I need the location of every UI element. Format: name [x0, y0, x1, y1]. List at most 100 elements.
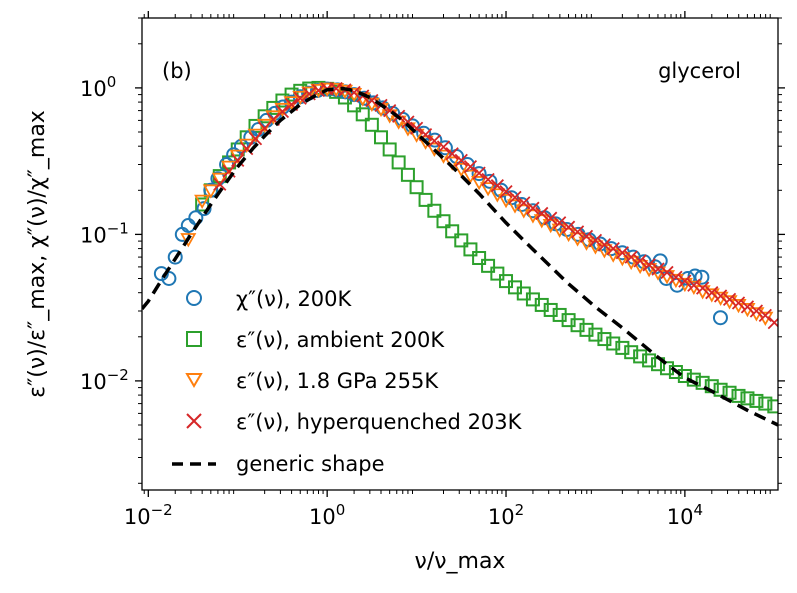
- hyperquenched-203k-point: [588, 233, 603, 248]
- hyperquenched-203k-point: [705, 286, 719, 300]
- chi-200k-point: [427, 132, 443, 148]
- y-tick-label: 10−2: [80, 366, 129, 394]
- ambient-200k-point: [624, 345, 639, 360]
- hyperquenched-203k-point: [561, 220, 576, 234]
- legend-label-pressure: ε″(ν), 1.8 GPa 255K: [236, 369, 439, 393]
- series-layer: [142, 80, 778, 427]
- legend-marker-hyperquenched: [186, 413, 202, 429]
- hyperquenched-203k-point: [454, 153, 468, 168]
- hyperquenched-203k-point: [436, 140, 451, 154]
- hyperquenched-203k-point: [499, 184, 513, 199]
- ambient-200k-point: [481, 258, 496, 273]
- hyperquenched-203k-point: [481, 172, 495, 187]
- pressure-255k-point: [180, 233, 197, 248]
- hyperquenched-203k-point: [606, 241, 620, 256]
- hyperquenched-203k-point: [490, 179, 504, 193]
- ambient-200k-point: [436, 214, 451, 229]
- hyperquenched-203k-point: [687, 278, 701, 292]
- generic-shape-line: [142, 86, 778, 427]
- ambient-200k-point: [463, 242, 478, 257]
- pressure-255k-point: [453, 162, 470, 178]
- legend-label-hyperquenched: ε″(ν), hyperquenched 203K: [236, 410, 523, 434]
- hyperquenched-203k-point: [293, 91, 307, 105]
- ambient-200k-point: [364, 117, 379, 132]
- hyperquenched-203k-point: [740, 300, 755, 314]
- hyperquenched-203k-point: [553, 216, 567, 230]
- corner-label: glycerol: [658, 59, 741, 83]
- hyperquenched-203k-point: [213, 177, 227, 191]
- legend-label-chi: χ″(ν), 200K: [236, 287, 353, 311]
- plot-frame: [141, 17, 779, 491]
- hyperquenched-203k-point: [597, 238, 612, 252]
- hyperquenched-203k-point: [633, 254, 647, 268]
- x-tick-label: 10−2: [124, 501, 173, 529]
- pressure-255k-point: [292, 90, 309, 106]
- ambient-200k-point: [713, 382, 728, 397]
- hyperquenched-203k-point: [642, 258, 656, 272]
- hyperquenched-203k-point: [517, 196, 531, 210]
- ambient-200k-point: [445, 224, 460, 239]
- ambient-200k-point: [579, 322, 594, 337]
- hyperquenched-203k-point: [535, 206, 549, 221]
- ambient-200k-point: [409, 180, 424, 195]
- hyperquenched-203k-point: [749, 304, 764, 318]
- pressure-255k-point: [202, 184, 219, 199]
- ambient-200k-point: [490, 266, 505, 281]
- ambient-200k-point: [337, 90, 352, 105]
- hyperquenched-203k-point: [275, 104, 290, 119]
- hyperquenched-203k-point: [660, 265, 674, 280]
- hyperquenched-203k-point: [651, 262, 665, 276]
- pressure-255k-point: [211, 172, 228, 188]
- ambient-200k-point: [677, 369, 692, 384]
- ambient-200k-point: [740, 391, 755, 406]
- ambient-200k-point: [543, 302, 558, 317]
- pressure-255k-point: [194, 194, 211, 209]
- hyperquenched-203k-point: [624, 250, 638, 264]
- series-clip-group: [142, 80, 778, 427]
- ambient-200k-point: [597, 332, 612, 347]
- ambient-200k-point: [668, 365, 683, 380]
- ambient-200k-point: [454, 233, 469, 248]
- ambient-200k-point: [588, 327, 603, 342]
- hyperquenched-203k-point: [463, 160, 478, 174]
- chi-200k-point: [694, 269, 710, 285]
- ambient-200k-point: [731, 388, 746, 403]
- y-tick-label: 100: [80, 73, 116, 101]
- hyperquenched-203k-point: [472, 166, 486, 180]
- x-axis-label: ν/ν_max: [415, 549, 506, 574]
- chi-200k-point: [167, 249, 183, 265]
- ambient-200k-point: [427, 203, 442, 218]
- ambient-200k-point: [633, 349, 648, 364]
- panel-label: (b): [162, 59, 192, 83]
- hyperquenched-203k-point: [427, 134, 441, 148]
- hyperquenched-203k-point: [508, 190, 522, 204]
- hyperquenched-203k-point: [758, 308, 772, 323]
- ambient-200k-point: [642, 353, 657, 368]
- hyperquenched-203k-point: [678, 274, 692, 288]
- chi-200k-point: [712, 310, 728, 326]
- hyperquenched-203k-point: [409, 121, 424, 135]
- hyperquenched-203k-point: [579, 229, 594, 243]
- ambient-200k-point: [382, 142, 397, 157]
- hyperquenched-203k-point: [731, 296, 746, 310]
- hyperquenched-203k-point: [544, 211, 558, 225]
- legend-label-generic: generic shape: [236, 452, 385, 476]
- ambient-200k-point: [391, 155, 406, 170]
- legend-marker-pressure: [185, 373, 203, 388]
- chi-200k-point: [161, 270, 177, 286]
- hyperquenched-203k-point: [669, 270, 683, 284]
- hyperquenched-203k-point: [722, 292, 737, 307]
- hyperquenched-203k-point: [615, 246, 630, 260]
- ambient-200k-point: [749, 393, 764, 408]
- ambient-200k-point: [472, 251, 487, 266]
- ambient-200k-point: [400, 167, 415, 182]
- hyperquenched-203k-point: [767, 315, 778, 330]
- hyperquenched-203k-point: [696, 281, 710, 295]
- legend-marker-ambient: [186, 331, 202, 347]
- pressure-255k-point: [408, 128, 425, 143]
- hyperquenched-203k-point: [401, 115, 415, 129]
- ambient-200k-point: [615, 340, 630, 355]
